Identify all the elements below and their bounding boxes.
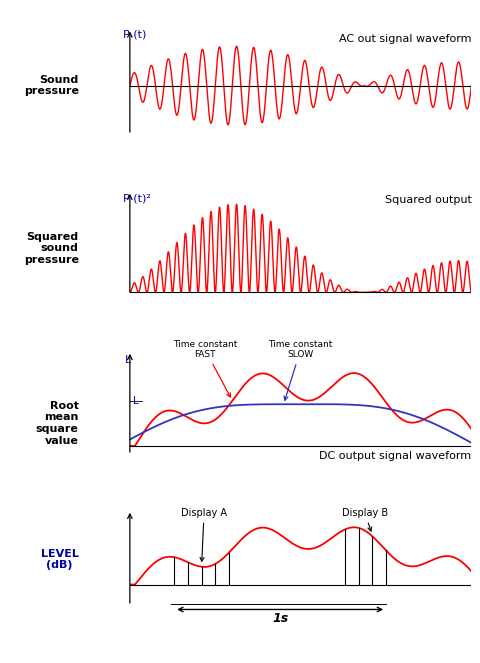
Text: Squared output: Squared output [384,196,470,206]
Text: Root
mean
square
value: Root mean square value [36,401,79,446]
Text: L: L [133,396,139,406]
Text: 1s: 1s [272,611,288,625]
Text: Display B: Display B [341,508,387,531]
Text: DC output signal waveform: DC output signal waveform [319,452,470,461]
Text: AC out signal waveform: AC out signal waveform [338,34,470,44]
Text: LEVEL
(dB): LEVEL (dB) [41,549,79,570]
Text: Time constant
FAST: Time constant FAST [172,340,237,397]
Text: Sound
pressure: Sound pressure [24,75,79,96]
Text: P (t)²: P (t)² [123,194,151,204]
Text: Display A: Display A [180,508,227,562]
Text: Time constant
SLOW: Time constant SLOW [268,340,332,400]
Text: L: L [124,355,131,365]
Text: P (t): P (t) [123,30,146,40]
Text: Squared
sound
pressure: Squared sound pressure [24,231,79,265]
